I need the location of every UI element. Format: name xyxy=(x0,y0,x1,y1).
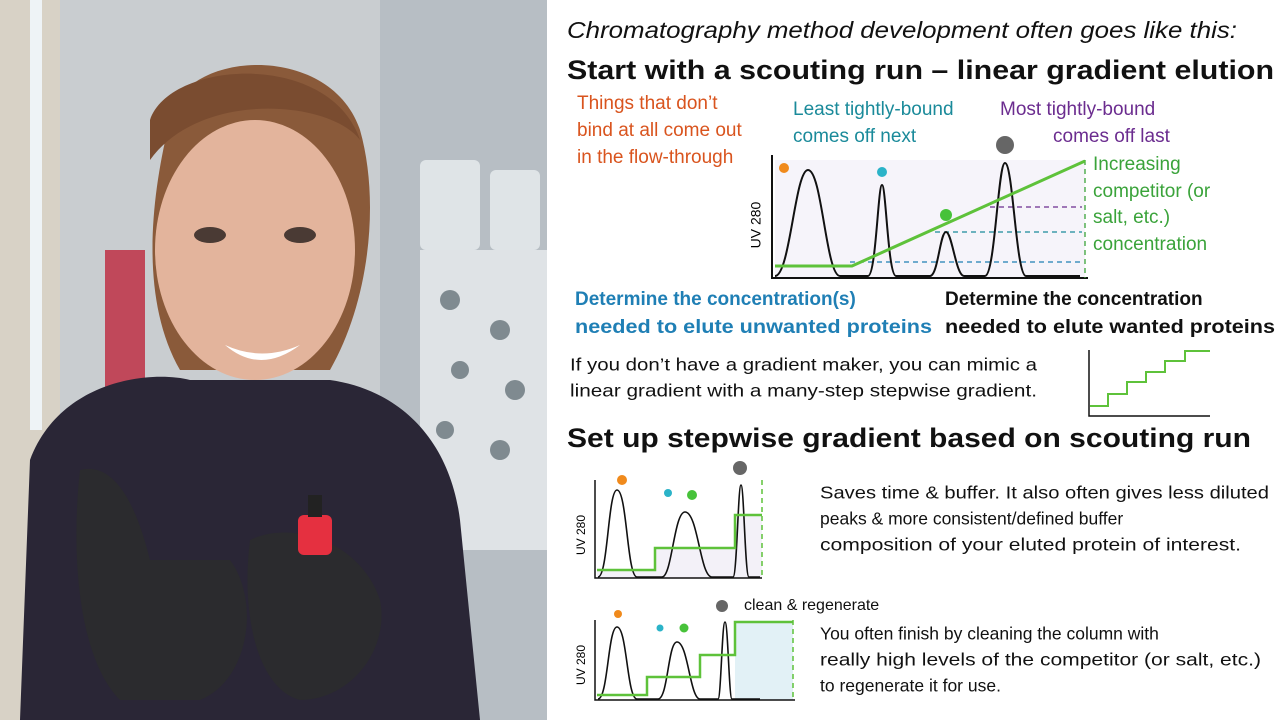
benefit-line: composition of your eluted protein of in… xyxy=(820,535,1241,555)
axis-label: UV 280 xyxy=(574,515,588,555)
clean-line: You often finish by cleaning the column … xyxy=(820,624,1159,644)
mimic-line: linear gradient with a many-step stepwis… xyxy=(570,381,1037,401)
clean-line: to regenerate it for use. xyxy=(820,676,1001,696)
photo xyxy=(0,0,547,720)
wanted-line: needed to elute wanted proteins xyxy=(945,317,1275,338)
wanted-line: Determine the concentration xyxy=(945,289,1203,310)
unwanted-line: needed to elute unwanted proteins xyxy=(575,317,932,338)
intro: Chromatography method development often … xyxy=(567,17,1237,43)
flow-through-line: bind at all come out xyxy=(577,120,742,141)
clean-line: really high levels of the competitor (or… xyxy=(820,650,1261,670)
axis-label: UV 280 xyxy=(748,201,764,248)
most-bound-line: Most tightly-bound xyxy=(1000,99,1155,120)
competitor-line: Increasing xyxy=(1093,154,1181,175)
most-bound-line: comes off last xyxy=(1053,126,1171,147)
least-bound-line: Least tightly-bound xyxy=(793,99,954,120)
mimic-line: If you don’t have a gradient maker, you … xyxy=(570,355,1037,375)
clean-diagram: clean & regenerate UV 280 xyxy=(574,597,879,701)
section-title: Set up stepwise gradient based on scouti… xyxy=(567,423,1251,453)
axis-label: UV 280 xyxy=(574,645,588,685)
flow-through-line: in the flow-through xyxy=(577,147,733,168)
competitor-line: salt, etc.) xyxy=(1093,207,1170,228)
clean-label: clean & regenerate xyxy=(744,597,879,614)
section-title: Start with a scouting run – linear gradi… xyxy=(567,55,1274,85)
benefit-line: peaks & more consistent/defined buffer xyxy=(820,509,1123,529)
least-bound-line: comes off next xyxy=(793,126,917,147)
competitor-line: competitor (or xyxy=(1093,181,1211,202)
stepwise-diagram: UV 280 xyxy=(574,461,763,579)
step-diagram xyxy=(1088,350,1210,417)
competitor-line: concentration xyxy=(1093,234,1207,255)
unwanted-line: Determine the concentration(s) xyxy=(575,289,856,310)
flow-through-line: Things that don’t xyxy=(577,93,718,114)
benefit-line: Saves time & buffer. It also often gives… xyxy=(820,483,1269,503)
scouting-diagram: UV 280 xyxy=(748,136,1088,279)
slide xyxy=(547,0,1280,720)
